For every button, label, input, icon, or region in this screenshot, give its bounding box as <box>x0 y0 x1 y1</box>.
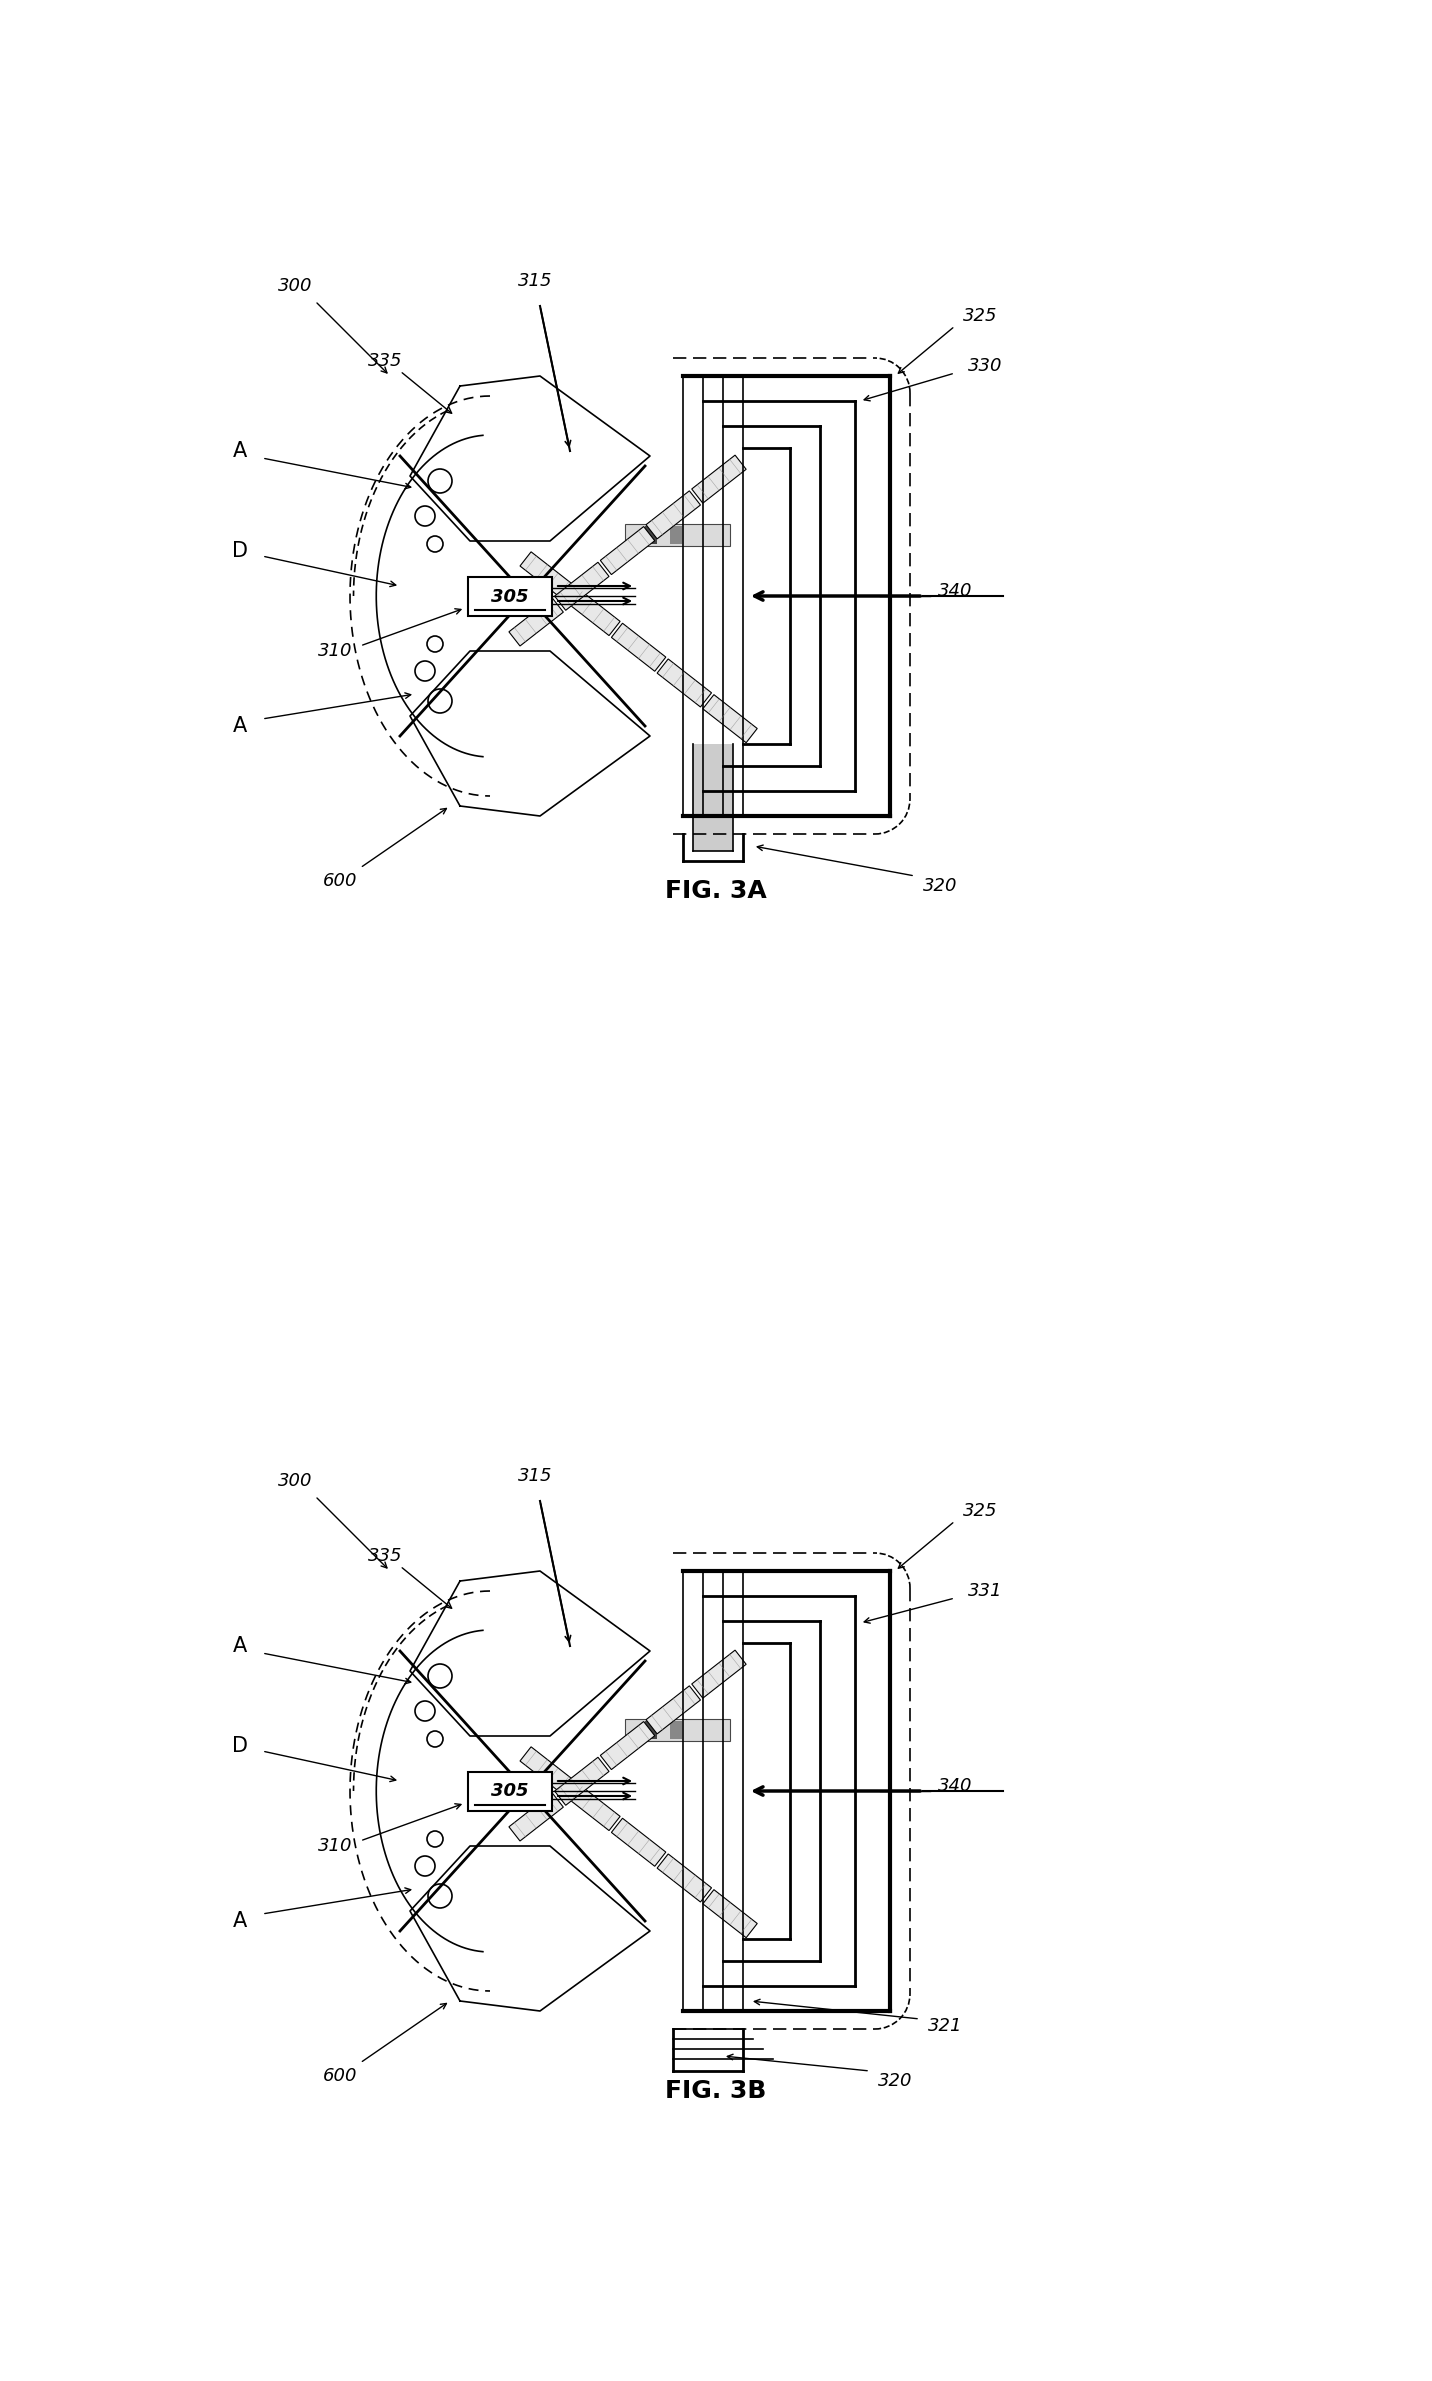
FancyBboxPatch shape <box>670 1721 682 1738</box>
Text: D: D <box>232 540 248 562</box>
FancyBboxPatch shape <box>624 1719 730 1741</box>
Polygon shape <box>600 526 654 574</box>
Polygon shape <box>703 695 758 743</box>
FancyBboxPatch shape <box>468 576 551 617</box>
FancyBboxPatch shape <box>644 526 657 543</box>
FancyBboxPatch shape <box>624 524 730 545</box>
Polygon shape <box>692 1650 746 1698</box>
Polygon shape <box>657 660 712 707</box>
Text: 300: 300 <box>278 1471 312 1491</box>
Text: 305: 305 <box>491 1783 528 1800</box>
Text: FIG. 3A: FIG. 3A <box>664 879 768 902</box>
Text: 331: 331 <box>968 1581 1002 1600</box>
Text: A: A <box>233 1636 248 1657</box>
Text: 600: 600 <box>322 871 357 890</box>
FancyBboxPatch shape <box>670 526 682 543</box>
FancyBboxPatch shape <box>644 1721 657 1738</box>
Polygon shape <box>657 1855 712 1902</box>
FancyBboxPatch shape <box>693 743 733 850</box>
Polygon shape <box>520 552 574 600</box>
Text: 310: 310 <box>318 1838 352 1855</box>
Polygon shape <box>520 1748 574 1795</box>
Polygon shape <box>566 588 620 636</box>
Polygon shape <box>508 598 563 645</box>
Polygon shape <box>611 624 666 671</box>
Polygon shape <box>646 490 700 538</box>
Text: A: A <box>233 440 248 462</box>
Polygon shape <box>692 455 746 502</box>
Polygon shape <box>646 1686 700 1733</box>
Text: FIG. 3B: FIG. 3B <box>666 2079 766 2102</box>
Text: A: A <box>233 1912 248 1931</box>
Polygon shape <box>508 1793 563 1841</box>
Text: 600: 600 <box>322 2067 357 2086</box>
Text: 305: 305 <box>491 588 528 605</box>
Polygon shape <box>554 1757 609 1805</box>
Text: D: D <box>232 1736 248 1757</box>
Text: 320: 320 <box>922 876 957 895</box>
FancyBboxPatch shape <box>468 1771 551 1812</box>
Text: 320: 320 <box>878 2071 912 2091</box>
Text: 340: 340 <box>938 1776 972 1795</box>
Text: A: A <box>233 717 248 736</box>
Text: 300: 300 <box>278 276 312 295</box>
Text: 315: 315 <box>518 1467 553 1486</box>
Text: 315: 315 <box>518 271 553 290</box>
Polygon shape <box>611 1819 666 1867</box>
Text: 340: 340 <box>938 581 972 600</box>
Polygon shape <box>600 1721 654 1769</box>
Text: 325: 325 <box>962 307 997 324</box>
Polygon shape <box>554 562 609 610</box>
Text: 330: 330 <box>968 357 1002 374</box>
Text: 325: 325 <box>962 1502 997 1519</box>
Text: 310: 310 <box>318 643 352 660</box>
Text: 335: 335 <box>368 352 402 369</box>
Text: 335: 335 <box>368 1548 402 1564</box>
Polygon shape <box>703 1891 758 1938</box>
Polygon shape <box>566 1783 620 1831</box>
Text: 321: 321 <box>928 2017 962 2036</box>
